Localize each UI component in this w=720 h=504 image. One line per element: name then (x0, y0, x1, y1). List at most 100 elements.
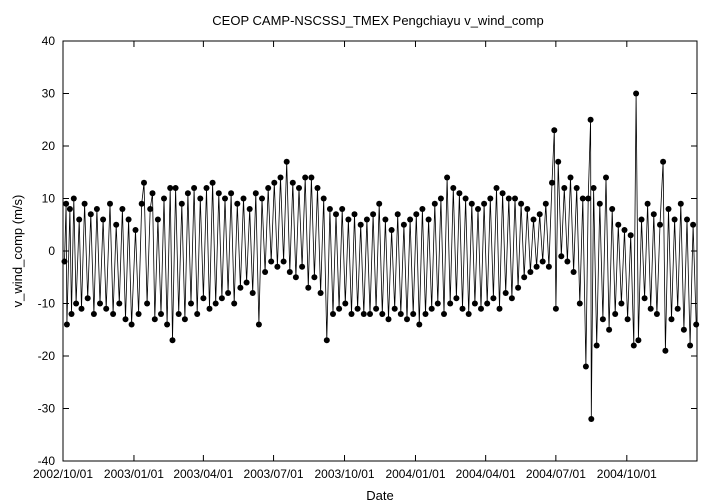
data-point (585, 195, 592, 202)
x-tick-label: 2003/04/01 (173, 467, 233, 481)
data-point (178, 200, 185, 207)
x-axis: 2002/10/01 2003/01/01 2003/04/01 2003/07/01… (33, 41, 657, 481)
data-point (370, 211, 377, 218)
data-point (292, 274, 299, 281)
data-point (200, 295, 207, 302)
data-point (277, 174, 284, 181)
data-point (459, 305, 466, 312)
data-point (680, 326, 687, 333)
data-point (539, 258, 546, 265)
data-point (561, 185, 568, 191)
data-point (320, 195, 327, 202)
data-point (73, 300, 80, 307)
data-point (194, 311, 201, 317)
data-point (116, 300, 123, 307)
data-point (536, 211, 543, 218)
data-point (499, 190, 506, 197)
data-point (286, 269, 293, 275)
data-point (184, 190, 191, 197)
data-point (296, 185, 302, 191)
data-point (475, 206, 481, 212)
data-point (70, 195, 77, 202)
data-point (394, 211, 401, 218)
data-point (515, 284, 522, 291)
data-point (311, 274, 318, 281)
data-point (237, 284, 244, 291)
data-point (167, 185, 174, 191)
data-point (508, 295, 515, 302)
data-point (240, 195, 247, 202)
data-point (468, 200, 475, 207)
data-point (314, 185, 321, 191)
y-tick-label: -10 (38, 297, 56, 311)
data-point (113, 221, 120, 228)
data-point (376, 200, 383, 207)
data-point (599, 316, 606, 323)
data-point (308, 174, 315, 181)
data-point (103, 305, 110, 312)
data-point (441, 311, 447, 317)
data-point (549, 179, 555, 186)
data-point (453, 295, 460, 302)
data-point (249, 290, 256, 296)
data-point (505, 195, 512, 202)
data-point (225, 290, 232, 296)
data-point (493, 185, 500, 191)
x-tick-label: 2004/07/01 (526, 467, 586, 481)
data-point (382, 216, 389, 223)
data-point (657, 221, 663, 228)
data-point (147, 206, 154, 212)
data-point (437, 195, 444, 202)
data-point (191, 185, 198, 191)
y-axis-label: v_wind_comp (m/s) (10, 195, 25, 308)
chart-title: CEOP CAMP-NSCSSJ_TMEX Pengchiayu v_wind_… (212, 13, 543, 28)
data-point (122, 316, 129, 323)
data-points (61, 90, 700, 422)
x-tick-label: 2003/07/01 (244, 467, 304, 481)
data-point (521, 274, 528, 281)
data-point (135, 311, 142, 317)
data-point (268, 258, 275, 265)
data-point (419, 206, 426, 212)
data-point (391, 305, 398, 312)
data-point (603, 174, 609, 181)
y-tick-label: 40 (42, 34, 56, 48)
data-point (90, 311, 97, 317)
data-point (644, 200, 651, 207)
data-point (158, 311, 164, 317)
data-point (674, 305, 681, 312)
x-axis-label: Date (366, 488, 393, 503)
data-point (593, 342, 600, 349)
data-point (484, 300, 491, 307)
data-point (641, 295, 648, 302)
data-point (164, 321, 171, 328)
data-point (203, 185, 210, 191)
plot-frame (62, 40, 698, 462)
data-point (555, 158, 562, 165)
data-point (635, 337, 642, 344)
data-point (87, 211, 94, 218)
data-point (662, 347, 669, 354)
data-point (367, 311, 373, 317)
data-point (558, 253, 565, 260)
data-point (81, 200, 88, 207)
data-point (588, 416, 595, 422)
data-point (447, 300, 454, 307)
data-point (265, 185, 272, 191)
y-tick-label: -20 (38, 349, 56, 363)
data-point (444, 174, 451, 181)
data-point (413, 211, 420, 218)
y-axis: -40 -30 -20 -10 0 10 20 30 40 (38, 34, 697, 468)
y-tick-label: 10 (42, 192, 56, 206)
data-point (552, 305, 559, 312)
data-point (404, 316, 410, 323)
x-tick-label: 2003/10/01 (314, 467, 374, 481)
y-tick-label: 0 (48, 244, 55, 258)
data-point (564, 258, 571, 265)
data-point (326, 206, 333, 212)
data-point (274, 263, 281, 270)
data-point (481, 200, 488, 207)
data-point (496, 305, 503, 312)
data-point (524, 206, 531, 212)
